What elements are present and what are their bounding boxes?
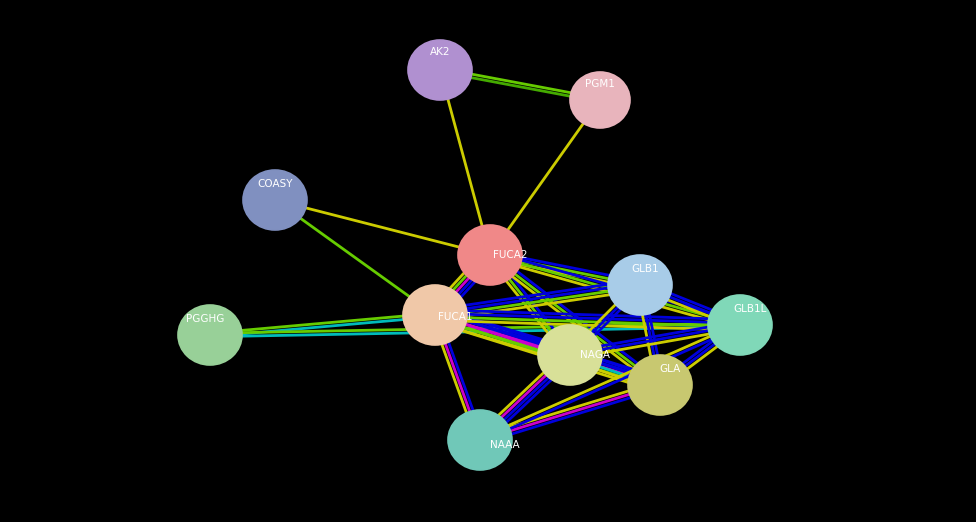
Ellipse shape <box>408 40 472 100</box>
Text: NAAA: NAAA <box>490 440 520 450</box>
Ellipse shape <box>458 225 522 285</box>
Text: FUCA2: FUCA2 <box>493 250 527 260</box>
Text: GLA: GLA <box>660 364 680 374</box>
Ellipse shape <box>708 295 772 355</box>
Text: FUCA1: FUCA1 <box>438 312 472 322</box>
Ellipse shape <box>448 410 512 470</box>
Ellipse shape <box>570 72 630 128</box>
Ellipse shape <box>243 170 307 230</box>
Ellipse shape <box>628 355 692 415</box>
Ellipse shape <box>178 305 242 365</box>
Text: GLB1: GLB1 <box>631 264 659 274</box>
Text: NAGA: NAGA <box>580 350 610 360</box>
Text: PGGHG: PGGHG <box>185 314 224 324</box>
Text: COASY: COASY <box>258 179 293 189</box>
Text: PGM1: PGM1 <box>585 79 615 89</box>
Ellipse shape <box>403 285 467 345</box>
Text: AK2: AK2 <box>429 47 450 57</box>
Ellipse shape <box>538 325 602 385</box>
Text: GLB1L: GLB1L <box>733 304 767 314</box>
Ellipse shape <box>608 255 672 315</box>
